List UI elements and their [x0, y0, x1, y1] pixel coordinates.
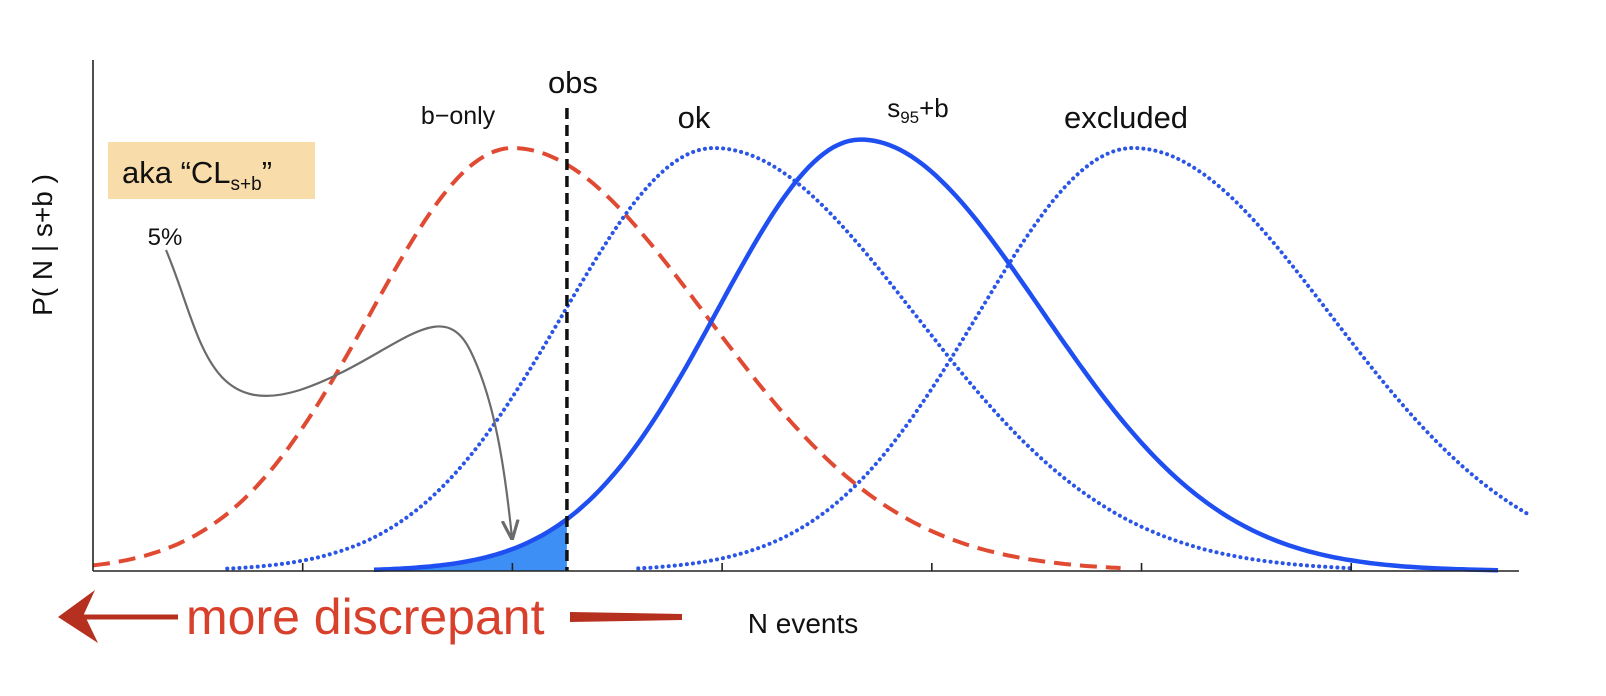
s95-sub: 95 [900, 108, 919, 127]
y-axis-label: P( N | s+b ) [27, 174, 58, 316]
cl-box-main: aka “CL [122, 155, 231, 190]
curve-excluded [636, 146, 1530, 571]
discrepant-arrow-head [58, 590, 98, 643]
cl-box-end: ” [262, 155, 272, 190]
curve-b-only [92, 145, 1121, 571]
observed-label: obs [548, 65, 598, 100]
percent-label: 5% [148, 224, 183, 251]
b-only-label: b−only [421, 102, 496, 130]
s95-end: +b [919, 93, 949, 123]
cl-box-label: aka “CLs+b” [122, 155, 272, 195]
annotation-arrow [164, 249, 512, 538]
x-axis-label: N events [748, 608, 859, 639]
discrepant-arrow-tail [570, 612, 682, 622]
s95-label: s95+b [887, 93, 949, 127]
cl-box-sub: s+b [231, 174, 262, 195]
cl-box [108, 142, 315, 199]
discrepant-label: more discrepant [186, 589, 545, 645]
discrepant-arrow [58, 590, 682, 643]
curve-s95-b [373, 137, 1499, 573]
curve-ok [225, 145, 1354, 571]
s95-main: s [887, 93, 900, 123]
shaded-tail-area [374, 519, 567, 571]
curves-layer [92, 137, 1530, 573]
ok-label: ok [678, 100, 711, 135]
shaded-area-layer [374, 519, 567, 571]
excluded-label: excluded [1064, 100, 1188, 135]
x-ticks [301, 563, 1353, 571]
